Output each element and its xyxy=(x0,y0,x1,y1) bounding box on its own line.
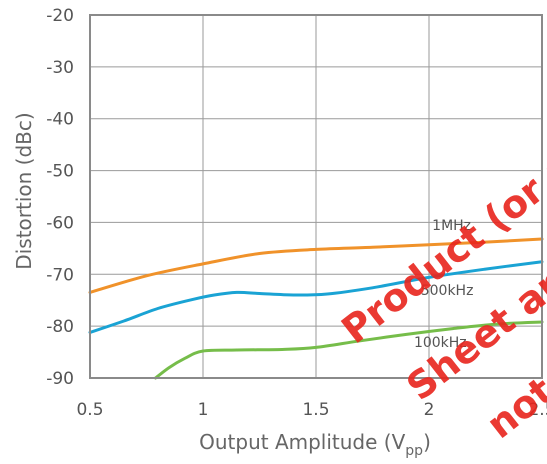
y-tick-label-2: -40 xyxy=(46,110,74,130)
series-line-100khz xyxy=(154,320,544,380)
series-labels: 1MHz 500kHz 100kHz xyxy=(414,218,473,351)
series-lines xyxy=(88,237,544,380)
series-line-1mhz xyxy=(88,237,544,294)
x-tick-label-4: 2.5 xyxy=(528,400,547,420)
y-tick-label-7: -90 xyxy=(46,369,74,389)
y-tick-label-0: -20 xyxy=(46,6,74,26)
y-tick-label-4: -60 xyxy=(46,213,74,233)
x-tick-label-0: 0.5 xyxy=(76,400,103,420)
y-tick-label-3: -50 xyxy=(46,162,74,182)
y-tick-labels: -20 -30 -40 -50 -60 -70 -80 -90 xyxy=(46,6,74,389)
y-tick-label-1: -30 xyxy=(46,58,74,78)
series-line-500khz xyxy=(88,260,544,334)
series-label-100khz: 100kHz xyxy=(414,335,467,351)
y-tick-label-5: -70 xyxy=(46,265,74,285)
x-tick-labels: 0.5 1 1.5 2 2.5 xyxy=(76,400,547,420)
x-axis-label-main: Output Amplitude (V xyxy=(199,430,405,454)
x-axis-label-subscript: pp xyxy=(405,443,423,459)
y-tick-label-6: -80 xyxy=(46,317,74,337)
series-label-1mhz: 1MHz xyxy=(432,218,471,234)
series-label-500khz: 500kHz xyxy=(421,283,474,299)
x-tick-label-2: 1.5 xyxy=(302,400,329,420)
y-axis-label: Distortion (dBc) xyxy=(12,112,36,269)
x-tick-label-1: 1 xyxy=(198,400,209,420)
watermark-line-2: not xyxy=(478,369,547,448)
x-tick-label-3: 2 xyxy=(424,400,435,420)
x-axis-label-close: ) xyxy=(423,430,431,454)
plot-frame xyxy=(89,14,543,379)
x-axis-label: Output Amplitude (Vpp) xyxy=(199,430,431,459)
